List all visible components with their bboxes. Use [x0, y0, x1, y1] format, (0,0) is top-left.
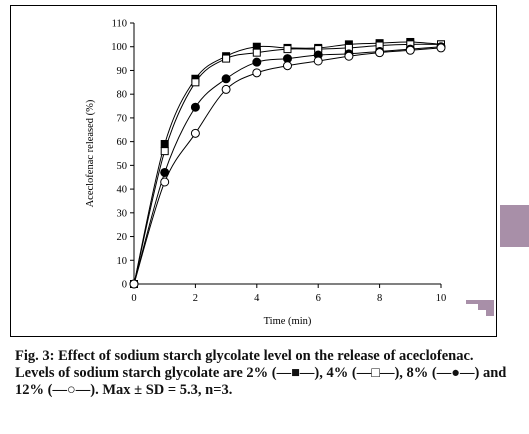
x-tick-label: 6 — [316, 293, 321, 304]
chart: 0 10 20 30 40 50 60 70 80 90 100 110 0 2 4 6 8 10 Time (mi… — [85, 19, 447, 328]
x-tick-label: 8 — [377, 293, 382, 304]
x-tick-label: 10 — [436, 293, 447, 304]
x-tick-label: 4 — [254, 293, 260, 304]
y-tick-label: 100 — [111, 42, 127, 53]
corner-mark — [466, 300, 494, 316]
x-tick-label: 0 — [131, 293, 136, 304]
x-axis-label: Time (min) — [264, 316, 312, 327]
y-tick-label: 30 — [117, 208, 128, 219]
caption-title: Fig. 3: Effect of sodium starch glycolat… — [15, 348, 474, 364]
y-tick-label: 40 — [117, 185, 128, 196]
caption-body: Levels of sodium starch glycolate are 2%… — [15, 365, 520, 399]
x-tick-label: 2 — [193, 293, 198, 304]
data-point-open-circle — [344, 51, 354, 61]
data-point-open-square — [191, 78, 200, 87]
legend-glyph-filled-circle: —●— — [436, 365, 475, 381]
data-point-open-circle — [405, 45, 415, 55]
figure-caption: Fig. 3: Effect of sodium starch glycolat… — [15, 348, 520, 399]
y-tick-label: 110 — [112, 19, 127, 30]
series-line-open-circle — [133, 47, 442, 285]
y-tick-label: 60 — [117, 137, 128, 148]
data-point-open-square — [283, 45, 292, 54]
data-point-open-circle — [221, 84, 231, 94]
data-point-open-square — [252, 48, 261, 57]
legend-glyph-open-circle: —○— — [52, 382, 91, 398]
data-point-open-circle — [190, 128, 200, 138]
legend-glyph-filled-square: —■— — [276, 365, 315, 381]
legend-glyph-open-square: —□— — [356, 365, 395, 381]
data-point-filled-circle — [190, 102, 200, 112]
data-point-open-square — [222, 54, 231, 63]
caption-text: ) and 12% ( — [15, 365, 507, 398]
y-tick-label: 80 — [117, 90, 128, 101]
caption-text: ), 4% ( — [314, 365, 357, 381]
series-line-filled-circle — [133, 46, 442, 285]
caption-text: Levels of sodium starch glycolate are 2%… — [15, 365, 277, 381]
y-tick-label: 0 — [122, 280, 127, 291]
y-tick-label: 90 — [117, 66, 128, 77]
data-point-open-circle — [252, 68, 262, 78]
y-tick-label: 70 — [117, 113, 128, 124]
y-tick-label: 50 — [117, 161, 128, 172]
y-tick-label: 10 — [117, 256, 128, 267]
series-line-filled-square — [133, 41, 442, 285]
data-point-open-circle — [436, 43, 446, 53]
data-point-filled-circle — [221, 74, 231, 84]
data-point-open-circle — [129, 279, 139, 289]
data-point-filled-circle — [252, 57, 262, 67]
y-axis-label: Aceclofenac released (%) — [85, 99, 96, 207]
side-tab — [500, 205, 529, 247]
data-point-open-circle — [160, 177, 170, 187]
caption-text: ), 8% ( — [394, 365, 437, 381]
y-tick-label: 20 — [117, 232, 128, 243]
data-point-open-square — [160, 147, 169, 156]
series-line-open-square — [133, 43, 442, 285]
data-point-open-circle — [375, 48, 385, 58]
data-point-open-circle — [283, 61, 292, 71]
chart-frame: 0 10 20 30 40 50 60 70 80 90 100 110 0 2 4 6 8 10 Time (mi… — [10, 5, 497, 337]
caption-text: ). Max ± SD = 5.3, n=3. — [90, 382, 233, 398]
data-point-open-circle — [313, 56, 323, 66]
